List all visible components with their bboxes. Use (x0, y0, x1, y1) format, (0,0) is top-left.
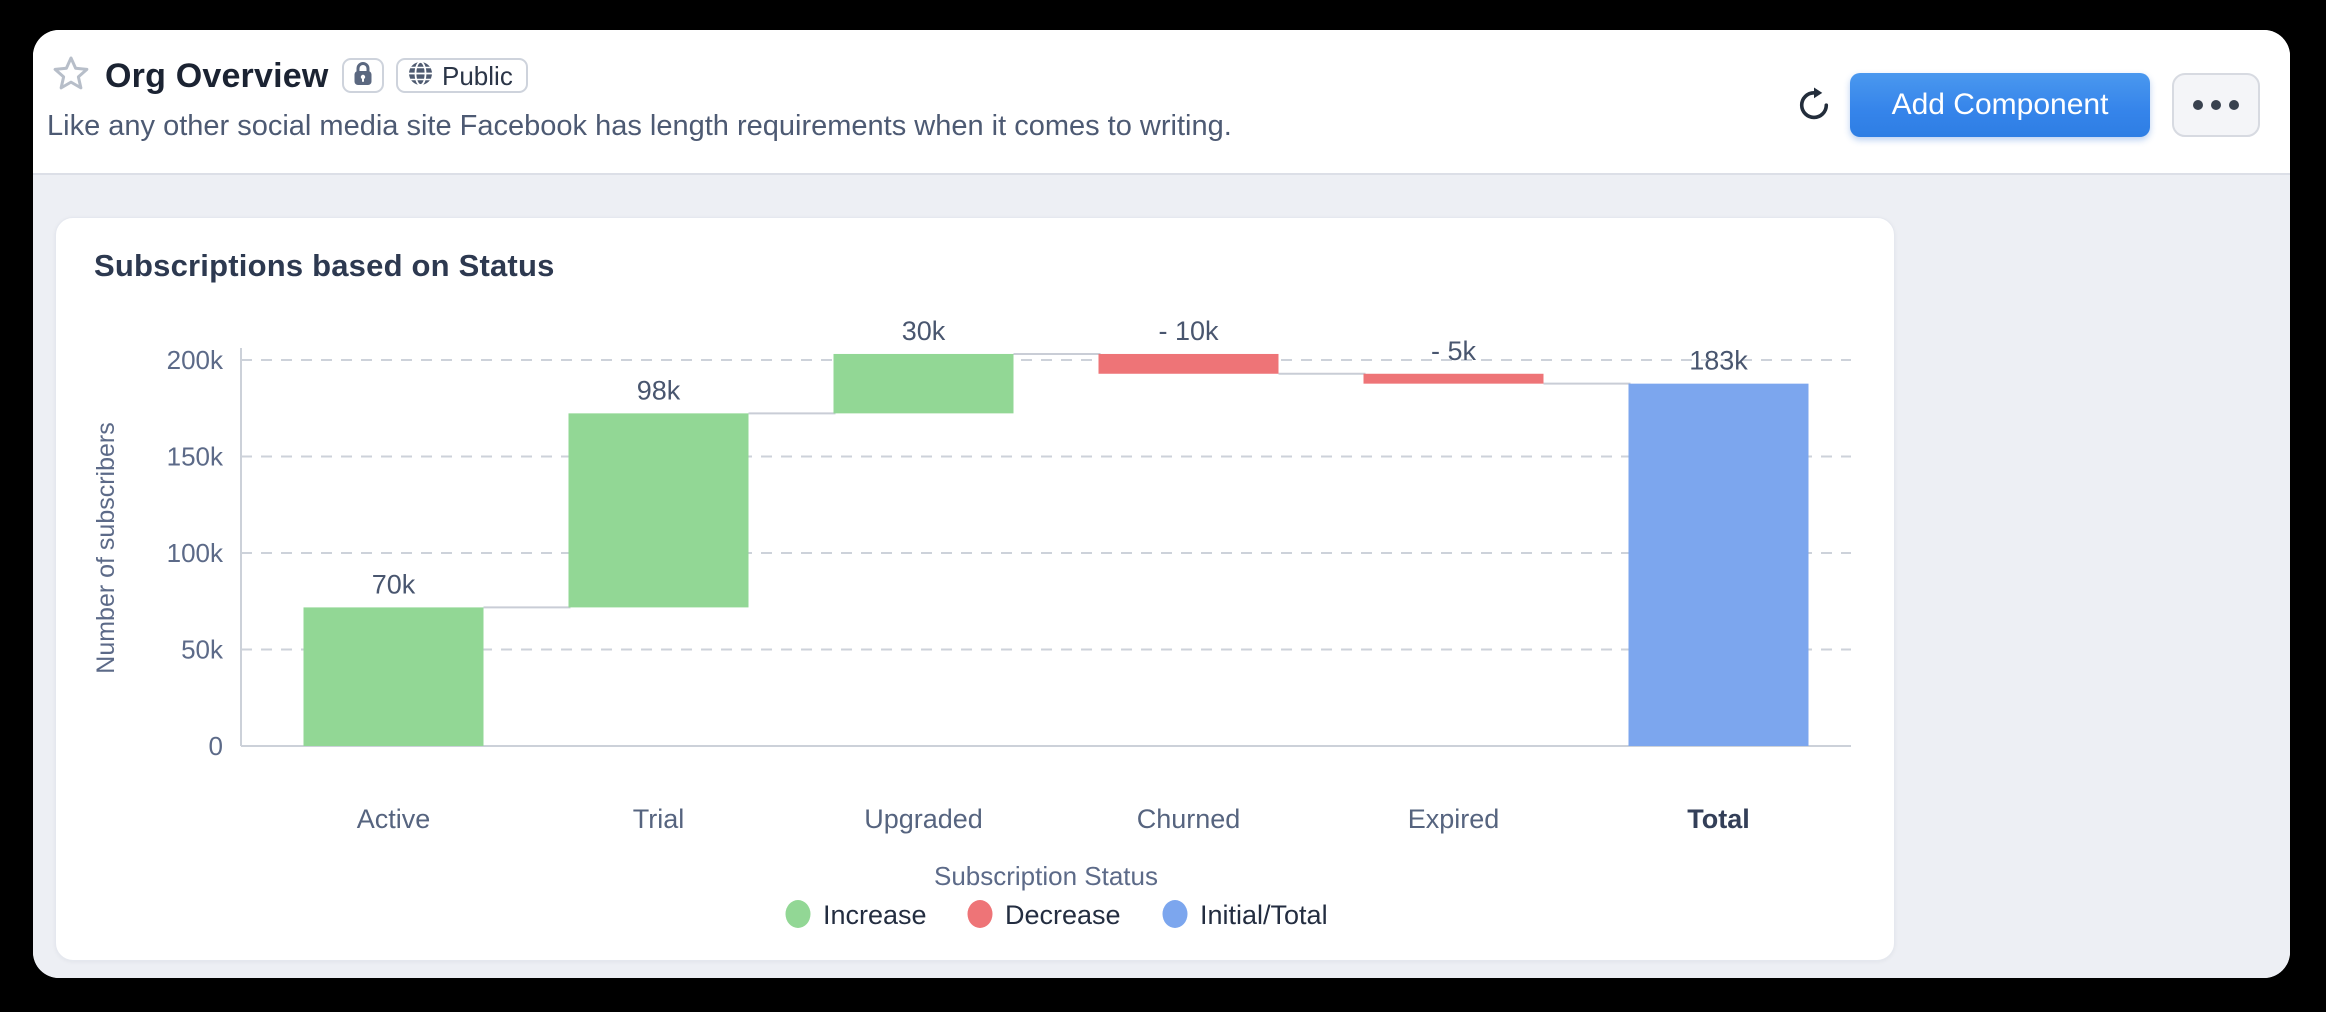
x-tick-label: Total (1687, 804, 1750, 834)
bar-value-label: - 5k (1431, 336, 1477, 366)
legend-swatch (1162, 900, 1188, 928)
page-title: Org Overview (105, 57, 329, 95)
bar-total[interactable] (1628, 383, 1809, 746)
legend-label: Increase (823, 900, 927, 930)
legend-label: Initial/Total (1200, 900, 1328, 930)
bar-value-label: 98k (637, 375, 681, 405)
star-icon (51, 56, 91, 98)
ellipsis-icon (2193, 100, 2239, 110)
legend-label: Decrease (1005, 900, 1121, 930)
add-component-button[interactable]: Add Component (1850, 73, 2150, 137)
dashboard-header: Org Overview P (33, 30, 2290, 175)
x-tick-label: Active (357, 804, 431, 834)
chart-card: Subscriptions based on Status 0 50k 100k 15… (55, 217, 1895, 961)
lock-icon (350, 60, 376, 92)
y-tick-label: 150k (167, 442, 224, 472)
app-window: Org Overview P (33, 30, 2290, 978)
y-tick-label: 50k (181, 635, 224, 665)
x-axis-title: Subscription Status (934, 861, 1158, 891)
bar-trial[interactable] (568, 413, 749, 608)
y-tick-label: 0 (209, 731, 223, 761)
bar-churned[interactable] (1098, 353, 1279, 374)
bar-value-label: 30k (902, 316, 946, 346)
dashboard-subtitle: Like any other social media site Faceboo… (47, 110, 1232, 142)
lock-badge[interactable] (342, 58, 384, 93)
visibility-badge-label: Public (442, 60, 513, 91)
chart-title: Subscriptions based on Status (94, 248, 555, 283)
x-tick-label: Upgraded (864, 804, 983, 834)
legend-swatch (967, 900, 993, 928)
refresh-button[interactable] (1795, 85, 1833, 123)
add-component-label: Add Component (1891, 88, 2109, 121)
globe-icon (407, 60, 434, 92)
bar-value-label: 70k (372, 569, 416, 599)
dashboard-content: Subscriptions based on Status 0 50k 100k 15… (33, 175, 2290, 978)
bar-value-label: - 10k (1158, 316, 1219, 346)
legend-swatch (785, 900, 811, 928)
x-tick-label: Trial (633, 804, 685, 834)
y-tick-label: 200k (167, 345, 224, 375)
bar-value-label: 183k (1689, 346, 1748, 376)
bar-upgraded[interactable] (833, 353, 1014, 414)
x-tick-label: Churned (1137, 804, 1241, 834)
header-divider (33, 173, 2290, 175)
x-tick-label: Expired (1408, 804, 1500, 834)
bar-active[interactable] (303, 607, 484, 746)
y-axis-title: Number of subscribers (92, 422, 120, 673)
refresh-icon (1795, 87, 1833, 127)
y-tick-label: 100k (167, 538, 224, 568)
bar-expired[interactable] (1363, 373, 1544, 384)
favorite-star-button[interactable] (51, 54, 91, 94)
visibility-badge[interactable]: Public (396, 58, 528, 93)
more-options-button[interactable] (2172, 73, 2260, 137)
